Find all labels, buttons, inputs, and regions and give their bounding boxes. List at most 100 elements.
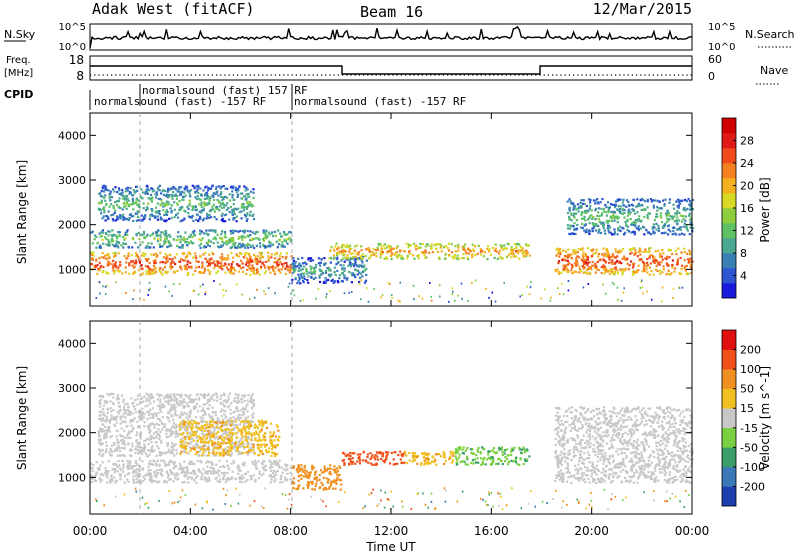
echo-cell [116, 446, 119, 449]
echo-cell [99, 246, 102, 249]
echo-cell [309, 268, 313, 271]
echo-cell [285, 478, 288, 481]
echo-cell [457, 243, 460, 246]
echo-cell [309, 259, 312, 262]
echo-cell [324, 269, 328, 273]
echo-cell [225, 401, 228, 404]
echo-cell [494, 247, 497, 250]
echo-cell [113, 211, 116, 214]
echo-cell [252, 237, 255, 240]
echo-cell [116, 415, 119, 418]
echo-cell [188, 421, 191, 425]
echo-cell [125, 230, 129, 233]
echo-cell [207, 241, 210, 244]
echo-cell [212, 470, 215, 473]
echo-cell [214, 471, 217, 474]
echo-cell [121, 415, 125, 418]
echo-cell [683, 222, 686, 225]
echo-cell [194, 472, 197, 476]
noise-cell [558, 292, 561, 295]
echo-cell [219, 187, 222, 190]
echo-cell [233, 397, 237, 400]
echo-cell [231, 243, 234, 246]
echo-cell [211, 205, 214, 208]
echo-cell [235, 432, 238, 435]
echo-cell [183, 421, 186, 424]
echo-cell [276, 425, 279, 428]
echo-cell [666, 217, 669, 220]
echo-cell [578, 256, 581, 259]
echo-cell [188, 420, 192, 423]
echo-cell [675, 212, 678, 215]
echo-cell [152, 422, 155, 425]
echo-cell [598, 228, 601, 231]
echo-cell [602, 226, 605, 230]
echo-cell [510, 246, 513, 249]
echo-cell [180, 268, 183, 271]
echo-cell [335, 251, 339, 254]
echo-cell [418, 246, 421, 250]
echo-cell [163, 219, 166, 222]
echo-cell [165, 436, 168, 439]
echo-cell [688, 233, 691, 236]
echo-cell [415, 244, 418, 247]
echo-cell [111, 267, 114, 270]
echo-cell [285, 255, 288, 258]
echo-cell [280, 245, 283, 248]
echo-cell [650, 200, 653, 203]
echo-cell [471, 243, 474, 246]
echo-cell [207, 392, 210, 396]
echo-cell [140, 214, 143, 217]
noise-cell [543, 288, 546, 291]
echo-cell [139, 414, 142, 417]
echo-cell [240, 234, 243, 238]
echo-cell [386, 251, 389, 254]
echo-cell [500, 245, 503, 249]
echo-cell [193, 479, 196, 482]
echo-cell [137, 269, 141, 272]
echo-cell [231, 212, 234, 215]
echo-cell [419, 242, 422, 246]
echo-cell [652, 273, 655, 276]
echo-cell [155, 454, 158, 457]
echo-cell [249, 267, 252, 270]
echo-cell [186, 273, 190, 276]
echo-cell [633, 231, 637, 234]
echo-cell [120, 193, 123, 196]
echo-cell [158, 405, 161, 408]
echo-cell [499, 255, 502, 258]
echo-cell [252, 448, 255, 451]
echo-cell [114, 219, 117, 222]
echo-cell [145, 270, 148, 273]
echo-cell [271, 265, 275, 268]
echo-cell [101, 195, 104, 198]
echo-cell [168, 188, 171, 191]
echo-cell [244, 263, 248, 266]
echo-cell [135, 474, 138, 477]
echo-cell [215, 260, 218, 263]
echo-cell [94, 473, 97, 476]
echo-cell [633, 262, 636, 265]
echo-cell [229, 206, 233, 209]
echo-cell [676, 258, 679, 261]
echo-cell [90, 253, 94, 256]
echo-cell [237, 189, 240, 192]
echo-cell [662, 252, 665, 255]
echo-cell [648, 273, 651, 276]
echo-cell [119, 214, 122, 217]
echo-cell [207, 186, 210, 189]
echo-cell [249, 255, 252, 258]
echo-cell [515, 250, 518, 253]
echo-cell [689, 263, 692, 267]
echo-cell [240, 430, 243, 433]
echo-cell [597, 268, 600, 272]
echo-cell [150, 475, 153, 478]
echo-cell [272, 472, 275, 475]
echo-cell [474, 254, 477, 257]
echo-cell [210, 397, 214, 400]
echo-cell [425, 256, 428, 259]
echo-cell [146, 192, 149, 195]
echo-cell [237, 237, 240, 240]
echo-cell [246, 453, 249, 456]
echo-cell [127, 436, 130, 439]
